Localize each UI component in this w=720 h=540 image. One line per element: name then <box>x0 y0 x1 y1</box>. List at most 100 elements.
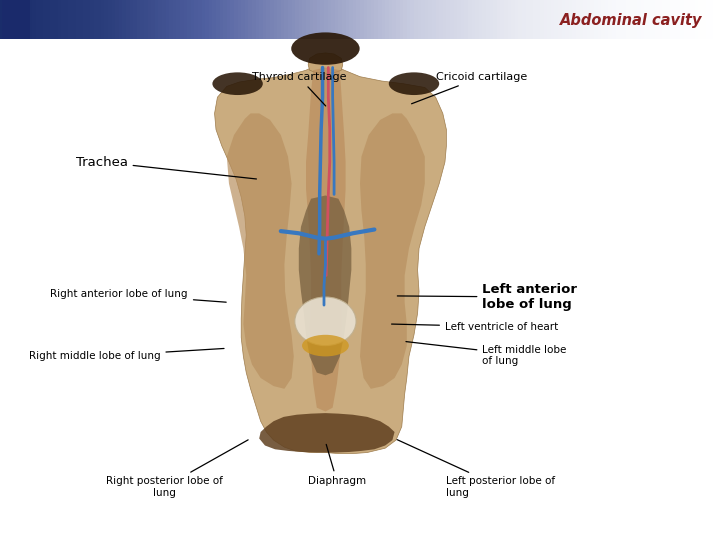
Bar <box>112 0 117 39</box>
Bar <box>626 0 631 39</box>
Bar <box>356 0 361 39</box>
Bar <box>122 0 127 39</box>
Bar <box>666 0 671 39</box>
Bar <box>454 0 459 39</box>
Text: Trachea: Trachea <box>76 156 256 179</box>
Text: Left anterior
lobe of lung: Left anterior lobe of lung <box>397 283 577 311</box>
Bar <box>202 0 207 39</box>
Bar <box>500 0 505 39</box>
Bar <box>94 0 99 39</box>
Bar <box>421 0 426 39</box>
Bar <box>367 0 372 39</box>
Bar <box>223 0 228 39</box>
Bar <box>392 0 397 39</box>
Bar <box>43 0 48 39</box>
Bar <box>18 0 23 39</box>
Bar <box>479 0 484 39</box>
Bar <box>630 0 635 39</box>
Bar <box>580 0 585 39</box>
Bar <box>378 0 383 39</box>
Bar <box>324 0 329 39</box>
Bar <box>274 0 279 39</box>
Bar <box>299 0 304 39</box>
Bar <box>410 0 415 39</box>
Bar <box>569 0 574 39</box>
Bar <box>670 0 675 39</box>
Bar <box>104 0 109 39</box>
Bar <box>335 0 340 39</box>
Polygon shape <box>308 53 343 73</box>
Bar <box>295 0 300 39</box>
Bar <box>220 0 225 39</box>
Bar <box>486 0 491 39</box>
Bar <box>158 0 163 39</box>
Bar <box>259 0 264 39</box>
Bar <box>558 0 563 39</box>
Bar <box>576 0 581 39</box>
Bar <box>162 0 167 39</box>
Bar <box>464 0 469 39</box>
Bar <box>68 0 73 39</box>
Bar <box>554 0 559 39</box>
Bar <box>119 0 124 39</box>
Bar <box>623 0 628 39</box>
Bar <box>353 0 358 39</box>
Bar <box>385 0 390 39</box>
Bar <box>515 0 520 39</box>
Bar <box>29 0 34 39</box>
Bar <box>497 0 502 39</box>
Bar <box>148 0 153 39</box>
Bar <box>25 0 30 39</box>
Bar <box>706 0 711 39</box>
Bar <box>79 0 84 39</box>
Bar <box>184 0 189 39</box>
Ellipse shape <box>302 335 348 356</box>
Bar <box>97 0 102 39</box>
Bar <box>648 0 653 39</box>
Ellipse shape <box>212 72 263 95</box>
Bar <box>400 0 405 39</box>
Bar <box>364 0 369 39</box>
Bar <box>432 0 437 39</box>
Bar <box>137 0 142 39</box>
Bar <box>698 0 703 39</box>
Bar <box>533 0 538 39</box>
Bar <box>360 0 365 39</box>
Bar <box>562 0 567 39</box>
Bar <box>288 0 293 39</box>
Bar <box>641 0 646 39</box>
Bar <box>310 0 315 39</box>
Bar <box>306 0 311 39</box>
Bar <box>2 0 30 39</box>
Bar <box>187 0 192 39</box>
Bar <box>382 0 387 39</box>
Bar <box>227 0 232 39</box>
Bar <box>540 0 545 39</box>
Bar <box>457 0 462 39</box>
Text: Diaphragm: Diaphragm <box>308 444 366 487</box>
Bar <box>349 0 354 39</box>
Bar <box>716 0 720 39</box>
Bar <box>713 0 718 39</box>
Bar <box>252 0 257 39</box>
Bar <box>493 0 498 39</box>
Bar <box>328 0 333 39</box>
Bar <box>662 0 667 39</box>
Bar <box>277 0 282 39</box>
Bar <box>176 0 181 39</box>
Bar <box>594 0 599 39</box>
Bar <box>173 0 178 39</box>
Bar <box>428 0 433 39</box>
Bar <box>0 0 5 39</box>
Bar <box>54 0 59 39</box>
Text: Cricoid cartilage: Cricoid cartilage <box>412 72 527 104</box>
Bar <box>302 0 307 39</box>
Bar <box>194 0 199 39</box>
Text: Left posterior lobe of
lung: Left posterior lobe of lung <box>397 440 556 498</box>
Bar <box>529 0 534 39</box>
Bar <box>482 0 487 39</box>
Bar <box>263 0 268 39</box>
Bar <box>461 0 466 39</box>
Bar <box>439 0 444 39</box>
Polygon shape <box>360 113 425 389</box>
